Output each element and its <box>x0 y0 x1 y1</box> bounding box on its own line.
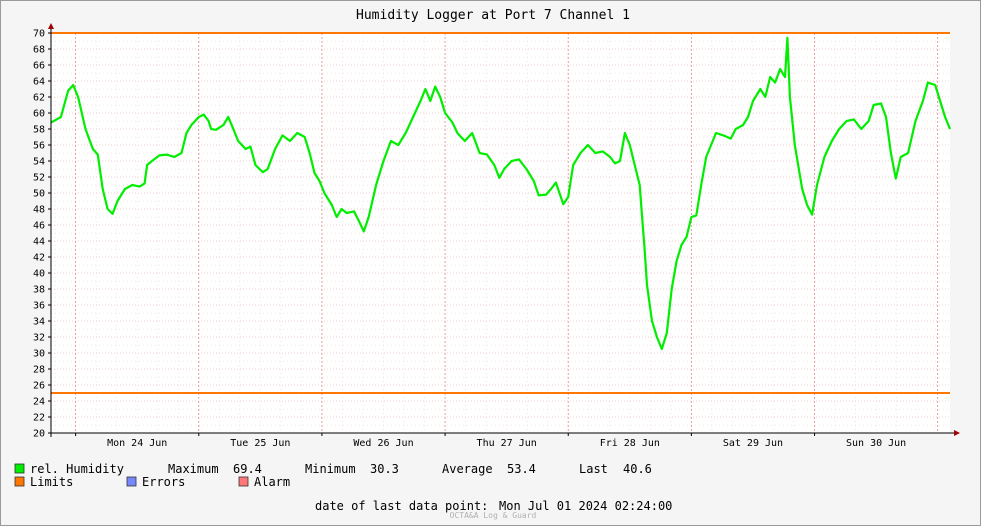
y-tick-label: 62 <box>33 93 45 104</box>
y-tick-label: 68 <box>33 45 45 56</box>
y-tick-label: 64 <box>33 77 45 88</box>
y-tick-label: 32 <box>33 333 45 344</box>
x-axis-ticks: Mon 24 Jun Tue 25 Jun Wed 26 Jun Thu 27 Jun… <box>75 433 906 449</box>
y-tick-label: 24 <box>33 397 45 408</box>
stat-max-label: Maximum <box>168 462 219 476</box>
y-tick-label: 36 <box>33 301 45 312</box>
y-tick-label: 60 <box>33 109 45 120</box>
y-tick-label: 38 <box>33 285 45 296</box>
y-tick-label: 54 <box>33 157 45 168</box>
legend-label-humidity: rel. Humidity <box>30 462 124 476</box>
y-tick-label: 44 <box>33 237 45 248</box>
y-tick-label: 34 <box>33 317 45 328</box>
legend-label-limits: Limits <box>30 475 73 489</box>
credit-watermark: OCTA&A Log & Guard <box>450 511 537 520</box>
x-tick-label: Wed 26 Jun <box>353 438 413 449</box>
limit-lines <box>51 32 950 394</box>
y-tick-label: 52 <box>33 173 45 184</box>
grid <box>51 32 950 434</box>
legend-swatch-alarm <box>238 476 249 487</box>
y-tick-label: 46 <box>33 221 45 232</box>
legend-label-alarm: Alarm <box>254 475 290 489</box>
y-tick-label: 22 <box>33 413 45 424</box>
y-tick-label: 48 <box>33 205 45 216</box>
x-tick-label: Sun 30 Jun <box>846 438 906 449</box>
y-tick-label: 42 <box>33 253 45 264</box>
series-line-humidity <box>50 36 952 351</box>
plot-area <box>51 33 950 433</box>
stat-avg-value: 53.4 <box>507 462 536 476</box>
x-tick-label: Sat 29 Jun <box>723 438 783 449</box>
y-tick-label: 26 <box>33 381 45 392</box>
x-tick-label: Thu 27 Jun <box>477 438 537 449</box>
y-tick-label: 56 <box>33 141 45 152</box>
legend-swatch-limits <box>14 476 25 487</box>
stat-last-label: Last <box>579 462 608 476</box>
last-point-label: date of last data point: <box>315 499 488 513</box>
stat-max-value: 69.4 <box>233 462 262 476</box>
stat-last-value: 40.6 <box>623 462 652 476</box>
y-tick-label: 50 <box>33 189 45 200</box>
y-tick-label: 28 <box>33 365 45 376</box>
y-tick-label: 20 <box>33 429 45 440</box>
y-axis-ticks: 20 22 24 26 28 30 32 34 36 38 40 42 44 46 48 50 52 54 56 58… <box>33 29 51 440</box>
chart-title: Humidity Logger at Port 7 Channel 1 <box>356 8 630 23</box>
y-tick-label: 40 <box>33 269 45 280</box>
legend-label-errors: Errors <box>142 475 185 489</box>
last-point-value: Mon Jul 01 2024 02:24:00 <box>499 499 672 513</box>
y-tick-label: 58 <box>33 125 45 136</box>
x-axis-arrow <box>954 430 960 436</box>
series-layer <box>50 36 952 351</box>
stat-min-value: 30.3 <box>370 462 399 476</box>
legend-swatch-errors <box>126 476 137 487</box>
stat-min-label: Minimum <box>305 462 356 476</box>
y-axis-arrow <box>48 23 54 29</box>
y-tick-label: 30 <box>33 349 45 360</box>
y-tick-label: 66 <box>33 61 45 72</box>
legend-swatch-humidity <box>14 463 25 474</box>
x-tick-label: Fri 28 Jun <box>600 438 660 449</box>
x-tick-label: Mon 24 Jun <box>107 438 167 449</box>
stat-avg-label: Average <box>442 462 493 476</box>
legend: rel. Humidity Maximum 69.4 Minimum 30.3 … <box>14 462 652 489</box>
x-tick-label: Tue 25 Jun <box>230 438 290 449</box>
y-tick-label: 70 <box>33 29 45 40</box>
